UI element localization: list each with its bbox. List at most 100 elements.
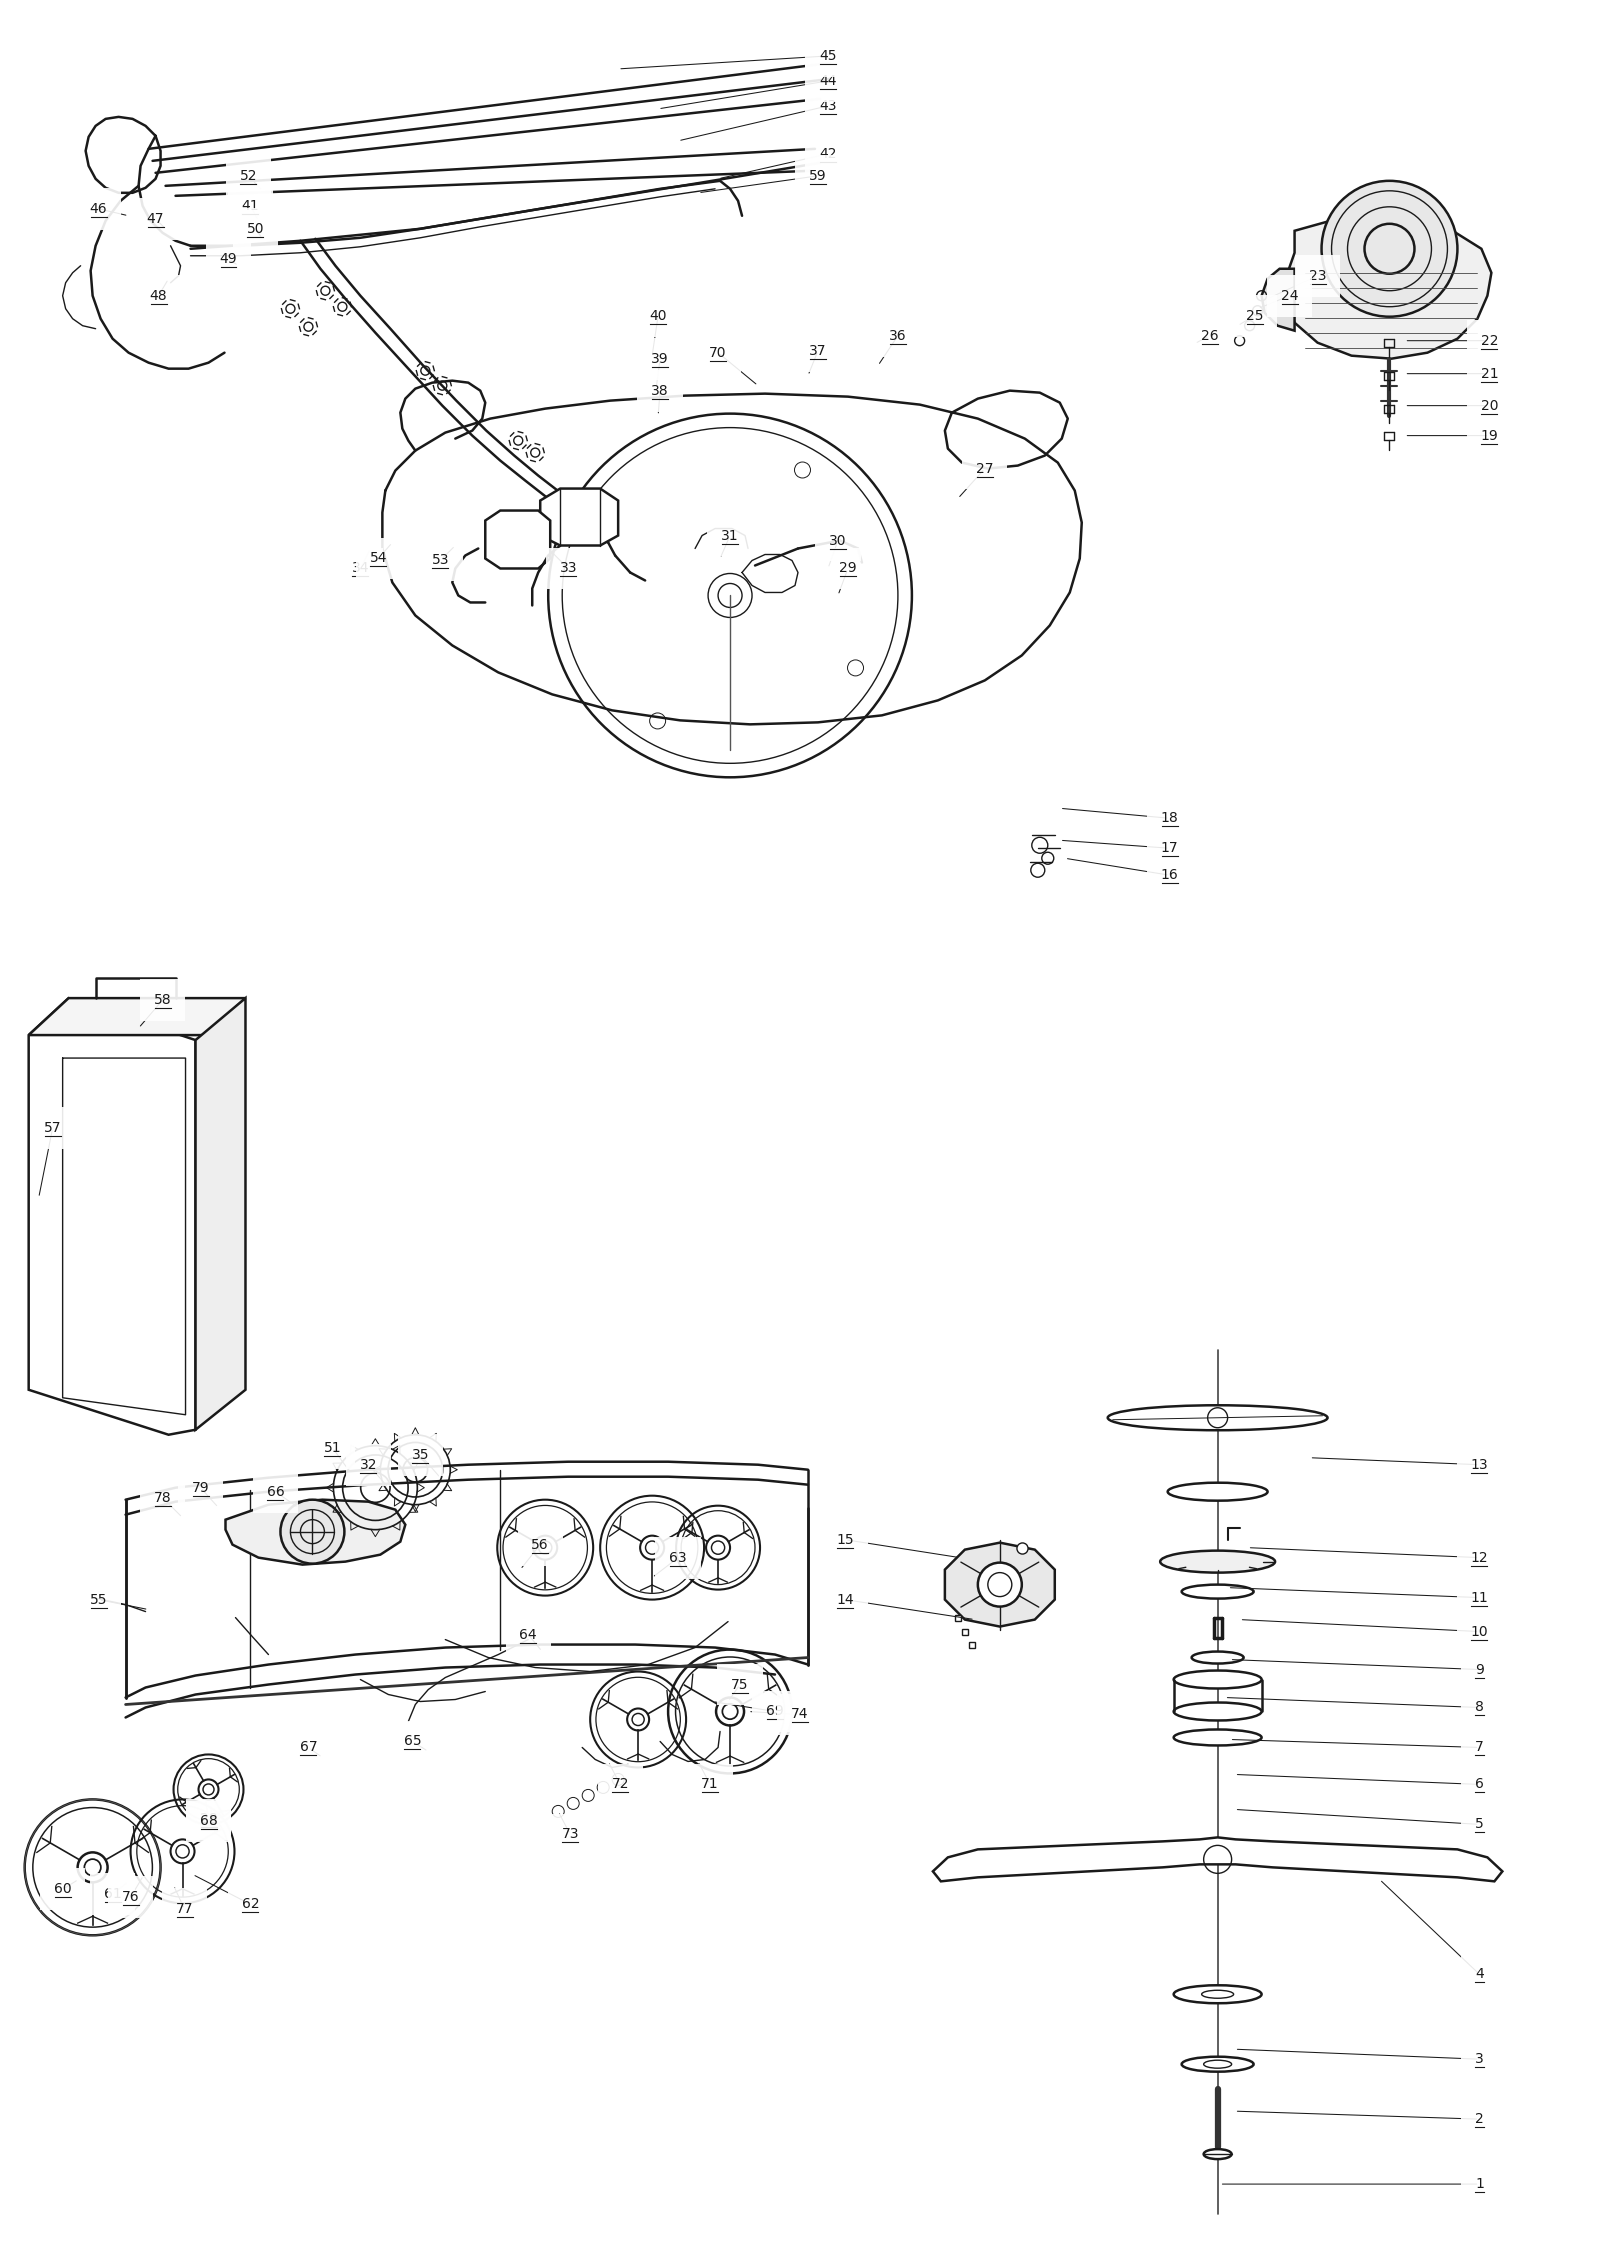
Text: 22: 22: [1480, 333, 1498, 349]
Text: 28: 28: [200, 1813, 218, 1826]
Text: 68: 68: [200, 1815, 218, 1829]
Text: 14: 14: [837, 1593, 854, 1607]
Text: 45: 45: [819, 50, 837, 63]
Text: 46: 46: [90, 201, 107, 215]
Text: 67: 67: [299, 1740, 317, 1754]
Ellipse shape: [1174, 1985, 1261, 2003]
Circle shape: [1322, 181, 1458, 317]
Text: 55: 55: [90, 1593, 107, 1607]
Text: 37: 37: [810, 344, 827, 358]
Text: 53: 53: [432, 554, 450, 568]
Text: 59: 59: [810, 170, 827, 183]
Text: 17: 17: [1162, 842, 1179, 855]
Polygon shape: [1285, 220, 1491, 358]
Polygon shape: [946, 1543, 1054, 1627]
Text: 12: 12: [1470, 1550, 1488, 1564]
Ellipse shape: [1168, 1482, 1267, 1500]
Polygon shape: [29, 998, 195, 1435]
Polygon shape: [933, 1838, 1502, 1881]
Text: 40: 40: [650, 308, 667, 324]
Ellipse shape: [1107, 1405, 1328, 1430]
Text: 75: 75: [731, 1677, 749, 1690]
Text: 25: 25: [1246, 308, 1264, 324]
Circle shape: [280, 1500, 344, 1564]
Text: 33: 33: [560, 561, 578, 575]
Text: 11: 11: [1470, 1591, 1488, 1604]
Text: 10: 10: [1470, 1625, 1488, 1638]
Text: 31: 31: [722, 530, 739, 543]
Text: 70: 70: [709, 346, 726, 360]
Text: 47: 47: [147, 213, 165, 226]
Text: 52: 52: [240, 170, 258, 183]
Text: 71: 71: [701, 1776, 718, 1792]
Text: 62: 62: [242, 1896, 259, 1912]
Text: 5: 5: [1475, 1817, 1483, 1831]
Text: 61: 61: [104, 1887, 122, 1901]
Ellipse shape: [1174, 1670, 1261, 1688]
Text: 16: 16: [1162, 869, 1179, 883]
Text: 36: 36: [890, 328, 907, 342]
Text: 57: 57: [43, 1120, 61, 1136]
Text: 34: 34: [352, 561, 370, 575]
Text: 23: 23: [1309, 269, 1326, 283]
Circle shape: [978, 1564, 1022, 1607]
Text: 43: 43: [819, 100, 837, 113]
Text: 32: 32: [360, 1457, 378, 1471]
Text: 27: 27: [976, 462, 994, 475]
Text: 19: 19: [1480, 428, 1498, 444]
Text: 60: 60: [54, 1883, 72, 1896]
Ellipse shape: [1192, 1652, 1243, 1663]
Polygon shape: [541, 489, 618, 545]
Ellipse shape: [1203, 2059, 1232, 2068]
Polygon shape: [485, 511, 550, 568]
Ellipse shape: [1160, 1550, 1275, 1573]
Ellipse shape: [1203, 2150, 1232, 2159]
Text: 64: 64: [520, 1627, 538, 1641]
Text: 3: 3: [1475, 2053, 1483, 2066]
Polygon shape: [195, 998, 245, 1430]
Text: 48: 48: [150, 290, 168, 303]
Text: 30: 30: [829, 534, 846, 548]
Ellipse shape: [1174, 1729, 1261, 1745]
Polygon shape: [29, 998, 245, 1034]
Text: 2: 2: [1475, 2111, 1483, 2127]
Text: 21: 21: [1480, 367, 1498, 380]
Text: 24: 24: [1282, 290, 1298, 303]
Ellipse shape: [1174, 1702, 1261, 1720]
Ellipse shape: [1182, 1584, 1254, 1598]
Text: 29: 29: [838, 561, 856, 575]
Text: 26: 26: [1202, 328, 1219, 342]
Text: 13: 13: [1470, 1457, 1488, 1471]
Text: 9: 9: [1475, 1663, 1483, 1677]
Text: 58: 58: [154, 993, 171, 1007]
Text: 50: 50: [246, 222, 264, 235]
Text: 73: 73: [562, 1829, 579, 1842]
Text: 79: 79: [192, 1480, 210, 1494]
Text: 77: 77: [176, 1903, 194, 1917]
Ellipse shape: [1202, 1989, 1234, 1998]
Text: 7: 7: [1475, 1740, 1483, 1754]
Text: 6: 6: [1475, 1776, 1483, 1792]
Ellipse shape: [1182, 2057, 1254, 2071]
Text: 15: 15: [837, 1532, 854, 1546]
Text: 18: 18: [1162, 810, 1179, 826]
Text: 56: 56: [531, 1537, 549, 1552]
Text: 35: 35: [411, 1448, 429, 1462]
Text: 20: 20: [1480, 398, 1498, 412]
Text: 69: 69: [766, 1704, 784, 1718]
Text: 4: 4: [1475, 1967, 1483, 1982]
Text: 78: 78: [154, 1491, 171, 1505]
Text: 76: 76: [122, 1890, 139, 1905]
Text: 39: 39: [651, 351, 669, 367]
Text: 1: 1: [1475, 2177, 1483, 2191]
Polygon shape: [226, 1500, 405, 1564]
Text: 42: 42: [819, 147, 837, 161]
Text: 38: 38: [651, 385, 669, 398]
Text: 51: 51: [323, 1442, 341, 1455]
Text: 65: 65: [403, 1733, 421, 1749]
Text: 74: 74: [792, 1709, 808, 1722]
Text: 49: 49: [219, 251, 237, 265]
Text: 72: 72: [611, 1776, 629, 1792]
Text: 54: 54: [370, 552, 387, 566]
Text: 8: 8: [1475, 1700, 1483, 1715]
